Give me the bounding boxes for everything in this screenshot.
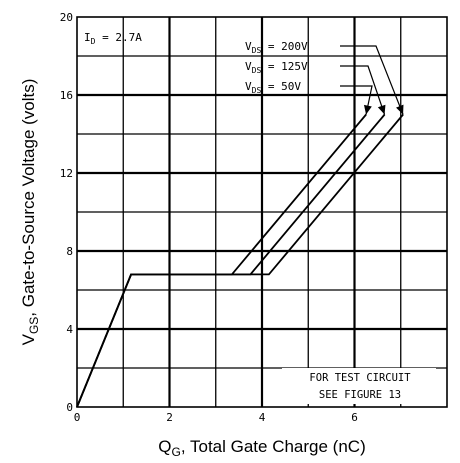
arrowhead-200v <box>396 104 404 115</box>
leader-line-125v <box>340 65 386 115</box>
note-line-1: FOR TEST CIRCUIT <box>309 372 411 384</box>
y-tick-label: 12 <box>60 167 73 180</box>
grid-layer <box>77 17 447 407</box>
y-tick-labels: 0 4 8 12 16 20 <box>60 11 74 414</box>
arrowhead-125v <box>377 104 386 115</box>
y-tick-label: 0 <box>66 401 73 414</box>
y-tick-label: 20 <box>60 11 73 24</box>
legend-label-125v: VDS = 125V <box>245 60 308 75</box>
x-tick-label: 0 <box>74 411 81 424</box>
legend-leaders <box>340 45 404 115</box>
x-tick-label: 2 <box>166 411 173 424</box>
leader-line-50v <box>340 85 373 115</box>
x-tick-label: 4 <box>259 411 266 424</box>
note-box <box>282 368 436 404</box>
y-tick-label: 16 <box>60 89 73 102</box>
x-tick-labels: 0 2 4 6 <box>74 411 358 424</box>
series-line-50v <box>76 113 367 408</box>
y-axis-label: VGS, Gate-to-Source Voltage (volts) <box>19 79 41 346</box>
x-tick-label: 6 <box>351 411 358 424</box>
note-line-2: SEE FIGURE 13 <box>319 389 401 401</box>
x-axis-label: QG, Total Gate Charge (nC) <box>158 437 365 459</box>
legend-label-50v: VDS = 50V <box>245 80 301 95</box>
series-layer <box>76 113 404 408</box>
condition-label: ID = 2.7A <box>84 31 142 46</box>
y-tick-label: 4 <box>66 323 73 336</box>
leader-line-200v <box>340 45 404 115</box>
y-tick-label: 8 <box>66 245 73 258</box>
arrowhead-50v <box>363 104 372 115</box>
legend-label-200v: VDS = 200V <box>245 40 308 55</box>
